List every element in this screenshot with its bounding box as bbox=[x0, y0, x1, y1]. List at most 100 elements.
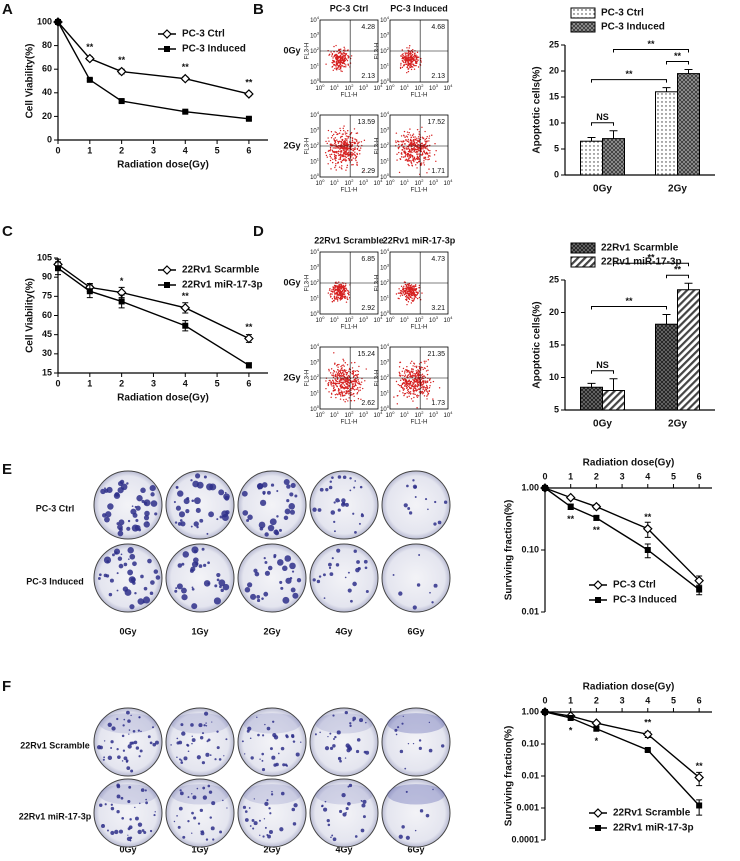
event-dot bbox=[425, 360, 427, 362]
event-dot bbox=[334, 394, 337, 396]
marker bbox=[116, 66, 127, 77]
colony bbox=[352, 512, 355, 515]
event-dot bbox=[331, 382, 333, 385]
colony bbox=[339, 809, 343, 814]
event-dot bbox=[351, 151, 353, 154]
colony bbox=[331, 557, 334, 560]
event-dot bbox=[352, 393, 355, 395]
event-dot bbox=[342, 364, 344, 366]
flow-plot: 17.521.71100100101101102102103103104104F… bbox=[375, 110, 454, 194]
event-dot bbox=[405, 295, 407, 298]
event-dot bbox=[345, 53, 348, 55]
event-dot bbox=[335, 371, 338, 373]
event-dot bbox=[413, 54, 416, 57]
event-dot bbox=[413, 289, 415, 291]
tick-base: 10 bbox=[386, 181, 393, 187]
event-dot bbox=[428, 140, 430, 142]
event-dot bbox=[423, 160, 425, 162]
event-dot bbox=[404, 55, 406, 58]
colony bbox=[135, 505, 141, 511]
tick-base: 10 bbox=[380, 407, 387, 413]
event-dot bbox=[411, 141, 413, 143]
colony bbox=[330, 836, 332, 839]
colony bbox=[290, 587, 296, 593]
legend-label: PC-3 Induced bbox=[613, 595, 677, 606]
colony bbox=[428, 748, 433, 753]
event-dot bbox=[339, 129, 342, 132]
event-dot bbox=[412, 370, 414, 372]
event-dot bbox=[344, 48, 346, 50]
event-dot bbox=[408, 372, 411, 374]
colony bbox=[154, 811, 156, 813]
colony bbox=[395, 733, 398, 736]
event-dot bbox=[400, 292, 402, 294]
comparison-label: ** bbox=[625, 296, 633, 306]
event-dot bbox=[356, 393, 358, 395]
event-dot bbox=[403, 130, 406, 133]
colony bbox=[360, 513, 364, 516]
event-dot bbox=[351, 367, 354, 369]
event-dot bbox=[336, 363, 339, 366]
event-dot bbox=[397, 292, 400, 294]
quadrant-value: 3.21 bbox=[431, 305, 445, 312]
event-dot bbox=[328, 368, 330, 371]
event-dot bbox=[398, 151, 400, 154]
colony bbox=[339, 759, 342, 763]
event-dot bbox=[426, 395, 428, 397]
event-dot bbox=[353, 370, 355, 372]
colony bbox=[354, 835, 358, 838]
event-dot bbox=[360, 141, 363, 143]
colony bbox=[440, 744, 445, 748]
colony bbox=[269, 518, 277, 526]
event-dot bbox=[422, 388, 424, 390]
event-dot bbox=[341, 367, 343, 369]
colony bbox=[183, 498, 190, 505]
event-dot bbox=[421, 393, 424, 395]
x-tick-label: 3 bbox=[620, 471, 625, 481]
event-dot bbox=[339, 146, 341, 148]
colony bbox=[256, 716, 258, 718]
event-dot bbox=[346, 164, 349, 167]
event-dot bbox=[357, 381, 360, 383]
bar bbox=[580, 140, 603, 176]
event-dot bbox=[343, 287, 345, 289]
tick-exponent: 3 bbox=[436, 410, 439, 415]
tick-exponent: 2 bbox=[317, 141, 320, 146]
event-dot bbox=[344, 379, 346, 381]
event-dot bbox=[405, 57, 408, 60]
tick-base: 10 bbox=[310, 49, 317, 55]
flow-plot: 6.852.92100100101101102102103103104104FL… bbox=[305, 247, 384, 331]
bar bbox=[580, 386, 603, 411]
tick-base: 10 bbox=[316, 86, 323, 92]
event-dot bbox=[338, 391, 340, 393]
y-tick-label: 100 bbox=[380, 309, 390, 318]
legend-label: PC-3 Induced bbox=[182, 44, 246, 55]
plate bbox=[381, 707, 451, 777]
event-dot bbox=[339, 371, 342, 374]
event-dot bbox=[354, 361, 356, 364]
row-label: 2Gy bbox=[283, 140, 300, 150]
event-dot bbox=[335, 285, 337, 287]
y-axis-label: FL3-H bbox=[375, 275, 381, 292]
colony bbox=[176, 486, 178, 489]
colony bbox=[433, 522, 437, 526]
quadrant-value: 4.73 bbox=[431, 256, 445, 263]
event-dot bbox=[413, 385, 416, 387]
event-dot bbox=[330, 396, 332, 399]
colony bbox=[127, 719, 131, 723]
significance-label: * bbox=[569, 725, 573, 735]
x-tick-label: 101 bbox=[330, 410, 340, 419]
event-dot bbox=[340, 285, 342, 287]
event-dot bbox=[425, 137, 428, 140]
quadrant-value: 2.13 bbox=[361, 73, 375, 80]
event-dot bbox=[407, 301, 410, 303]
y-tick-label: 104 bbox=[310, 15, 320, 24]
event-dot bbox=[338, 382, 341, 385]
colony bbox=[127, 547, 134, 554]
colony bbox=[128, 729, 131, 731]
colony bbox=[199, 736, 204, 740]
colony bbox=[397, 726, 400, 729]
colony bbox=[223, 755, 225, 757]
colony bbox=[264, 570, 270, 576]
colony bbox=[193, 816, 197, 820]
